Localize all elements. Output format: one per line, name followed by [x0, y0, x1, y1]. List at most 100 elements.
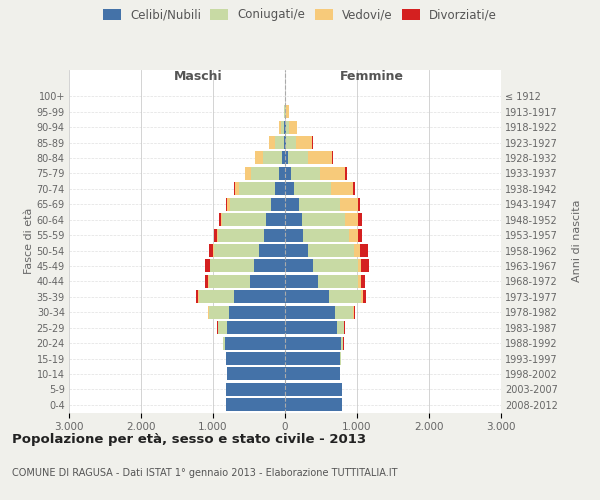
Bar [245, 167, 251, 180]
Bar [196, 290, 198, 304]
Bar [218, 321, 227, 334]
Bar [285, 321, 337, 334]
Bar [230, 198, 271, 211]
Bar [226, 352, 285, 365]
Bar [205, 275, 208, 288]
Text: Femmine: Femmine [340, 70, 403, 83]
Bar [209, 306, 229, 319]
Bar [358, 213, 362, 226]
Bar [285, 198, 299, 211]
Bar [285, 383, 342, 396]
Bar [213, 244, 214, 257]
Bar [250, 275, 285, 288]
Bar [285, 213, 302, 226]
Bar [288, 152, 308, 164]
Bar [285, 260, 313, 272]
Bar [271, 198, 285, 211]
Bar [286, 105, 289, 118]
Bar [285, 398, 342, 411]
Bar [361, 260, 368, 272]
Bar [223, 213, 266, 226]
Bar [285, 275, 318, 288]
Bar [361, 275, 365, 288]
Bar [296, 136, 313, 149]
Bar [285, 368, 340, 380]
Bar [363, 290, 365, 304]
Bar [286, 136, 296, 149]
Bar [234, 182, 235, 196]
Bar [275, 136, 284, 149]
Bar [318, 275, 358, 288]
Bar [226, 383, 285, 396]
Bar [285, 228, 303, 241]
Bar [263, 152, 282, 164]
Bar [282, 152, 285, 164]
Bar [285, 306, 335, 319]
Bar [281, 120, 284, 134]
Bar [227, 321, 285, 334]
Bar [289, 120, 297, 134]
Bar [354, 244, 360, 257]
Bar [361, 290, 363, 304]
Bar [295, 182, 331, 196]
Bar [285, 167, 291, 180]
Bar [275, 182, 285, 196]
Bar [279, 167, 285, 180]
Bar [285, 136, 286, 149]
Legend: Celibi/Nubili, Coniugati/e, Vedovi/e, Divorziati/e: Celibi/Nubili, Coniugati/e, Vedovi/e, Di… [100, 6, 500, 24]
Bar [256, 152, 263, 164]
Bar [259, 244, 285, 257]
Y-axis label: Anni di nascita: Anni di nascita [572, 200, 582, 282]
Text: Maschi: Maschi [174, 70, 223, 83]
Bar [285, 182, 295, 196]
Bar [335, 306, 353, 319]
Bar [360, 244, 368, 257]
Text: Popolazione per età, sesso e stato civile - 2013: Popolazione per età, sesso e stato civil… [12, 432, 366, 446]
Bar [320, 167, 346, 180]
Bar [235, 182, 239, 196]
Bar [329, 290, 361, 304]
Bar [234, 290, 285, 304]
Bar [299, 198, 340, 211]
Bar [210, 260, 254, 272]
Bar [341, 336, 343, 349]
Bar [218, 228, 264, 241]
Bar [227, 368, 285, 380]
Bar [199, 290, 234, 304]
Bar [358, 260, 361, 272]
Bar [337, 321, 344, 334]
Bar [353, 306, 354, 319]
Bar [254, 260, 285, 272]
Bar [227, 198, 230, 211]
Bar [346, 213, 358, 226]
Y-axis label: Fasce di età: Fasce di età [23, 208, 34, 274]
Bar [308, 152, 332, 164]
Bar [285, 336, 341, 349]
Bar [286, 120, 289, 134]
Bar [226, 398, 285, 411]
Bar [239, 182, 275, 196]
Bar [219, 213, 221, 226]
Bar [285, 152, 288, 164]
Text: COMUNE DI RAGUSA - Dati ISTAT 1° gennaio 2013 - Elaborazione TUTTITALIA.IT: COMUNE DI RAGUSA - Dati ISTAT 1° gennaio… [12, 468, 398, 477]
Bar [313, 260, 358, 272]
Bar [346, 167, 347, 180]
Bar [358, 275, 361, 288]
Bar [308, 244, 354, 257]
Bar [223, 336, 225, 349]
Bar [353, 182, 355, 196]
Bar [264, 228, 285, 241]
Bar [217, 228, 218, 241]
Bar [302, 213, 346, 226]
Bar [214, 244, 259, 257]
Bar [266, 213, 285, 226]
Bar [269, 136, 275, 149]
Bar [349, 228, 358, 241]
Bar [340, 198, 358, 211]
Bar [251, 167, 279, 180]
Bar [284, 120, 285, 134]
Bar [285, 290, 329, 304]
Bar [284, 136, 285, 149]
Bar [221, 213, 223, 226]
Bar [285, 352, 340, 365]
